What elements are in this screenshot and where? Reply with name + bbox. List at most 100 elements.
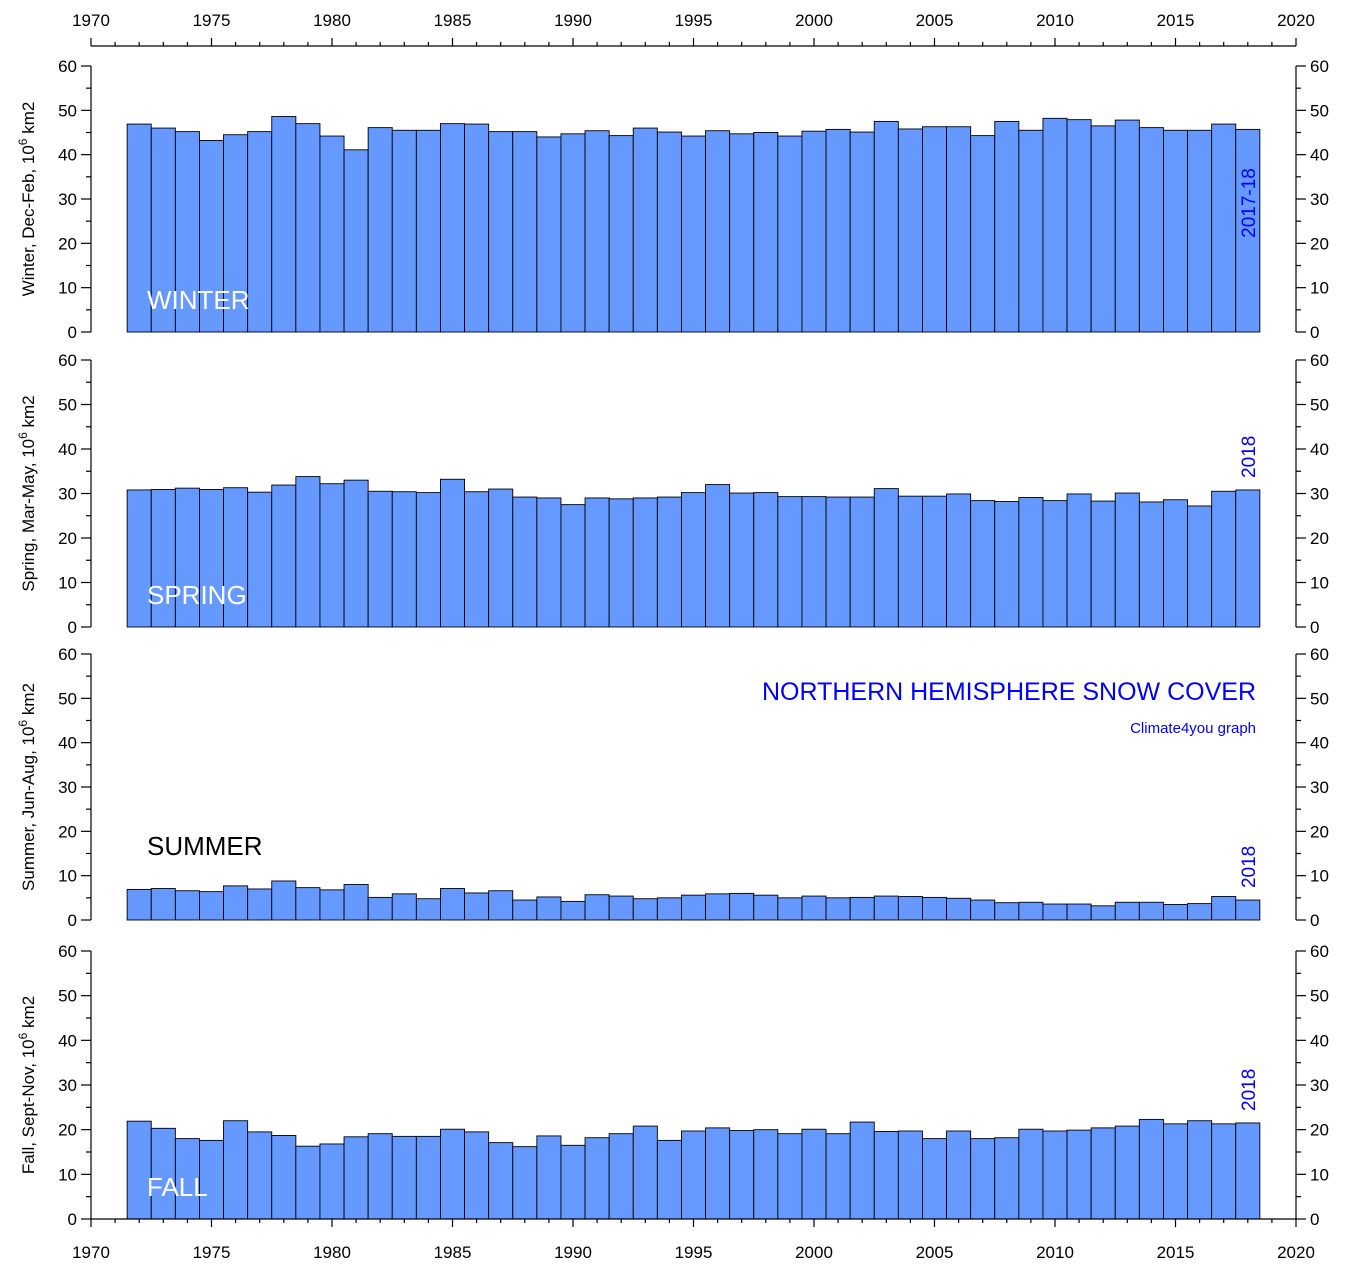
bar-summer-1986 xyxy=(464,892,490,921)
bar-fall-1996 xyxy=(705,1127,731,1220)
summer-right-tick-label: 30 xyxy=(1310,778,1329,797)
winter-left-tick-label: 20 xyxy=(58,234,77,253)
ylabel-sup: 6 xyxy=(16,432,30,439)
bottom-x-tick-label: 1985 xyxy=(434,1243,472,1262)
bar-fall-2012 xyxy=(1090,1127,1116,1220)
bar-summer-2001 xyxy=(825,897,851,921)
bar-summer-2012 xyxy=(1090,905,1116,921)
summer-right-tick-label: 40 xyxy=(1310,734,1329,753)
bar-fall-1998 xyxy=(753,1129,779,1220)
bar-summer-2002 xyxy=(849,896,875,921)
summer-left-tick-label: 20 xyxy=(58,822,77,841)
winter-right-tick-label: 50 xyxy=(1310,101,1329,120)
bar-spring-1992 xyxy=(608,498,634,628)
winter-left-tick-label: 50 xyxy=(58,101,77,120)
bar-summer-1990 xyxy=(560,900,586,921)
fall-left-tick-label: 40 xyxy=(58,1031,77,1050)
bar-spring-1995 xyxy=(681,492,707,628)
top-x-tick-label: 2000 xyxy=(795,11,833,30)
bar-winter-1996 xyxy=(705,130,731,333)
bar-spring-1984 xyxy=(415,492,441,628)
spring-right-tick-label: 40 xyxy=(1310,440,1329,459)
winter-right-tick-label: 0 xyxy=(1310,323,1319,342)
ylabel-sup: 6 xyxy=(16,1032,30,1039)
bar-summer-1989 xyxy=(536,896,562,921)
bar-winter-2002 xyxy=(849,131,875,333)
bar-fall-1980 xyxy=(319,1143,345,1220)
bar-winter-1992 xyxy=(608,135,634,333)
winter-season-label: WINTER xyxy=(147,285,250,315)
bar-summer-2018 xyxy=(1235,899,1261,921)
bar-spring-1993 xyxy=(632,497,658,628)
bar-summer-2015 xyxy=(1162,904,1188,921)
bar-winter-1973 xyxy=(150,127,176,333)
bar-winter-1994 xyxy=(656,131,682,333)
bar-winter-1975 xyxy=(198,140,224,333)
bar-spring-1988 xyxy=(512,496,538,628)
bar-winter-2006 xyxy=(946,126,972,333)
bar-spring-2002 xyxy=(849,496,875,628)
figure-credit: Climate4you graph xyxy=(1130,720,1256,737)
bar-spring-1999 xyxy=(777,496,803,628)
spring-left-tick-label: 0 xyxy=(68,618,77,637)
bar-winter-1993 xyxy=(632,127,658,333)
bar-winter-1982 xyxy=(367,127,393,333)
bar-fall-1977 xyxy=(247,1131,273,1220)
bar-winter-1978 xyxy=(271,116,297,333)
bottom-x-tick-label: 2005 xyxy=(916,1243,954,1262)
fall-latest-label: 2018 xyxy=(1239,1069,1260,1111)
bar-summer-1979 xyxy=(295,887,321,921)
bar-fall-1993 xyxy=(632,1125,658,1220)
bar-winter-1987 xyxy=(488,131,514,333)
ylabel-sup: 6 xyxy=(16,720,30,727)
summer-right-tick-label: 20 xyxy=(1310,822,1329,841)
bar-fall-1979 xyxy=(295,1145,321,1220)
bar-winter-1977 xyxy=(247,131,273,333)
bar-spring-2012 xyxy=(1090,500,1116,628)
bar-summer-1981 xyxy=(343,884,369,921)
bar-winter-2012 xyxy=(1090,125,1116,333)
ylabel-main: Summer, Jun-Aug, 10 xyxy=(19,727,38,891)
bar-fall-2001 xyxy=(825,1133,851,1220)
ylabel-main: Spring, Mar-May, 10 xyxy=(19,439,38,592)
ylabel-unit: km2 xyxy=(19,996,38,1033)
bar-summer-1976 xyxy=(223,885,249,921)
ylabel-sup: 6 xyxy=(16,138,30,145)
bar-spring-1997 xyxy=(729,492,755,628)
top-x-tick-label: 2015 xyxy=(1157,11,1195,30)
bar-spring-2007 xyxy=(970,500,996,628)
bar-fall-1999 xyxy=(777,1133,803,1220)
bar-fall-2000 xyxy=(801,1128,827,1220)
figure-title: NORTHERN HEMISPHERE SNOW COVER xyxy=(762,678,1256,706)
bar-fall-1997 xyxy=(729,1130,755,1220)
bar-summer-1973 xyxy=(150,888,176,921)
bar-summer-1975 xyxy=(198,891,224,921)
winter-right-tick-label: 60 xyxy=(1310,57,1329,76)
bar-spring-1985 xyxy=(440,478,466,628)
bar-spring-1994 xyxy=(656,496,682,628)
fall-left-tick-label: 50 xyxy=(58,987,77,1006)
top-x-tick-label: 1970 xyxy=(72,11,110,30)
spring-left-tick-label: 50 xyxy=(58,396,77,415)
bar-winter-2017 xyxy=(1211,123,1237,333)
bar-summer-1984 xyxy=(415,898,441,921)
winter-right-tick-label: 40 xyxy=(1310,146,1329,165)
summer-y-axis-title: Summer, Jun-Aug, 106 km2 xyxy=(16,683,38,891)
top-x-tick-label: 1980 xyxy=(313,11,351,30)
bar-spring-1972 xyxy=(126,489,152,628)
fall-right-tick-label: 30 xyxy=(1310,1076,1329,1095)
bar-fall-1974 xyxy=(174,1138,200,1220)
fall-right-tick-label: 60 xyxy=(1310,942,1329,961)
bottom-x-axis: 1970 1975 1980 1985 1990 1995 2000 2005 2010 2015… xyxy=(72,1218,1315,1262)
panel-fall: 0 0 10 10 20 20 30 30 40 40 50 50 60 60 Fall, Sept-Nov… xyxy=(16,942,1329,1229)
bar-summer-1998 xyxy=(753,894,779,921)
bar-spring-1979 xyxy=(295,476,321,628)
summer-right-tick-label: 0 xyxy=(1310,911,1319,930)
bottom-x-tick-label: 1970 xyxy=(72,1243,110,1262)
bar-fall-1991 xyxy=(584,1137,610,1220)
bar-spring-1978 xyxy=(271,484,297,628)
bar-spring-2008 xyxy=(994,501,1020,628)
bar-spring-1977 xyxy=(247,491,273,628)
bar-spring-1990 xyxy=(560,504,586,628)
